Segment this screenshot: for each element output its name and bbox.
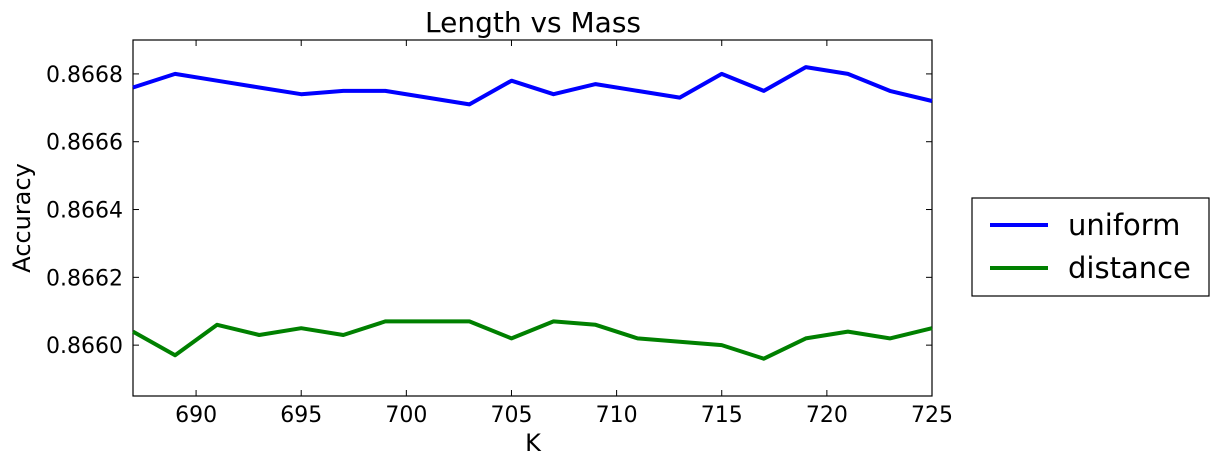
x-tick-label: 725 [911, 403, 953, 428]
y-tick-label: 0.8666 [46, 131, 123, 156]
x-tick-label: 690 [175, 403, 217, 428]
x-tick-label: 720 [806, 403, 848, 428]
legend: uniform distance [971, 197, 1210, 297]
x-tick-label: 695 [280, 403, 322, 428]
y-tick-label: 0.8662 [46, 266, 123, 291]
series-line-uniform [132, 65, 933, 107]
legend-label-distance: distance [1068, 251, 1191, 285]
y-tick-label: 0.8660 [46, 334, 123, 359]
x-tick-label: 715 [701, 403, 743, 428]
plot-frame [132, 39, 933, 397]
ticks-layer: 690 695 700 705 710 715 720 725 0.8660 0.8662 0.86… [46, 40, 953, 428]
plot-area: 690 695 700 705 710 715 720 725 0.8660 0.8662 0.86… [46, 39, 953, 428]
legend-label-uniform: uniform [1068, 208, 1180, 242]
y-axis-label: Accuracy [8, 163, 36, 273]
y-tick-label: 0.8664 [46, 199, 123, 224]
x-tick-label: 700 [385, 403, 427, 428]
chart-title: Length vs Mass [425, 6, 641, 39]
x-tick-label: 710 [596, 403, 638, 428]
y-tick-label: 0.8668 [46, 63, 123, 88]
x-axis-label: K [525, 429, 542, 457]
series-line-distance [132, 319, 933, 361]
series-layer [132, 65, 933, 361]
legend-box [971, 197, 1210, 297]
x-tick-label: 705 [490, 403, 532, 428]
